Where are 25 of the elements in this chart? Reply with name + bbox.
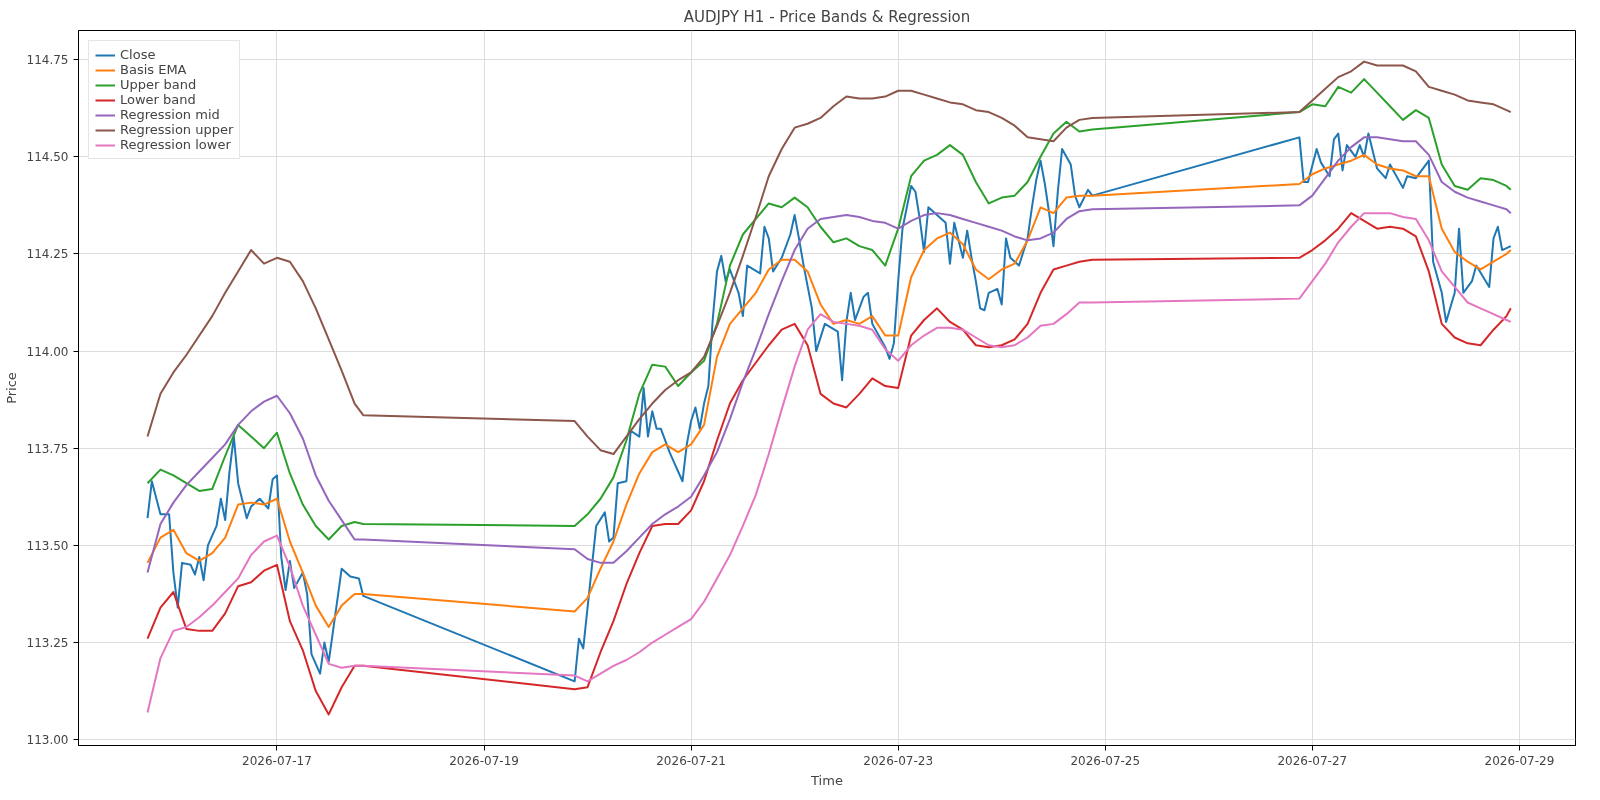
legend-label: Close <box>120 47 156 62</box>
legend-label: Lower band <box>120 92 196 107</box>
y-tick-label: 114.75 <box>26 53 69 68</box>
y-tick-label: 113.25 <box>26 636 69 651</box>
y-tick-label: 113.75 <box>26 441 69 456</box>
legend-label: Regression mid <box>120 107 220 122</box>
x-tick-label: 2026-07-25 <box>1070 753 1141 768</box>
x-tick-label: 2026-07-19 <box>449 753 519 768</box>
x-tick-label: 2026-07-29 <box>1484 753 1555 768</box>
y-axis-title: Price <box>3 372 19 404</box>
x-tick-label: 2026-07-23 <box>863 753 934 768</box>
x-tick-label: 2026-07-27 <box>1277 753 1348 768</box>
chart-title: AUDJPY H1 - Price Bands & Regression <box>683 7 971 26</box>
y-tick-label: 114.00 <box>26 344 69 359</box>
legend-label: Basis EMA <box>120 62 187 77</box>
x-tick-label: 2026-07-17 <box>242 753 312 768</box>
y-tick-label: 114.50 <box>26 150 69 165</box>
y-tick-label: 113.50 <box>26 538 69 553</box>
y-tick-label: 113.00 <box>26 733 69 748</box>
legend-label: Upper band <box>120 77 197 92</box>
y-tick-label: 114.25 <box>26 247 69 262</box>
legend-label: Regression lower <box>120 137 231 152</box>
x-tick-label: 2026-07-21 <box>656 753 726 768</box>
x-axis-title: Time <box>810 772 843 788</box>
legend-label: Regression upper <box>120 122 234 137</box>
